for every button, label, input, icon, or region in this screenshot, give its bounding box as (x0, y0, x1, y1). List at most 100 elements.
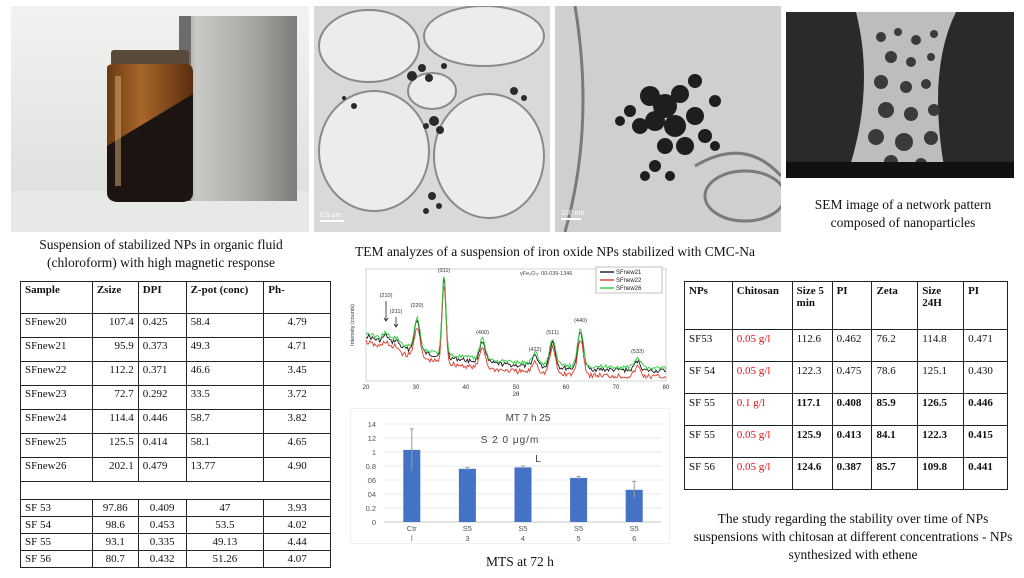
y-tick-label: 12 (368, 434, 376, 443)
tem1-scale-label: 0.5 μm (320, 212, 342, 219)
table-header: Zeta (871, 281, 919, 330)
table-cell: 0.479 (137, 457, 187, 482)
peak-label: (440) (574, 318, 587, 324)
table-cell: 53.5 (185, 516, 265, 534)
table-cell: 125.1 (917, 361, 965, 394)
table-cell: 122.3 (791, 361, 833, 394)
suspension-caption: Suspension of stabilized NPs in organic … (39, 237, 283, 270)
table-cell: 0.425 (137, 313, 187, 338)
mts-bar-chart-svg: 0 0.2 04 06 0.8 1 12 14 MT 7 h 25 S 2 0 μg/m L Ctrl… (349, 407, 671, 545)
x-axis-label: 2θ (513, 392, 520, 397)
table-cell: 78.6 (871, 361, 919, 394)
x-tick-label-2: 4 (521, 534, 525, 543)
mts-bar-chart: 0 0.2 04 06 0.8 1 12 14 MT 7 h 25 S 2 0 μg/m L Ctr l… (349, 407, 671, 545)
table-row: SFnew21 95.9 0.373 49.3 4.71 (20, 337, 331, 362)
x-tick-label: 20 (363, 385, 370, 391)
table-row: SF53 0.05 g/l 112.6 0.462 76.2 114.8 0.471 (684, 329, 1008, 362)
table-header: Z-pot (conc) (185, 281, 265, 314)
table-cell: 3.82 (263, 409, 331, 434)
table-header: NPs (684, 281, 733, 330)
chart-title: MT 7 h 25 (506, 413, 551, 424)
table-cell: 84.1 (871, 425, 919, 458)
table-cell: 4.07 (263, 550, 331, 568)
tem-image-1: 0.5 μm (314, 6, 550, 232)
xrd-chart: Intensity (counts) 20 30 40 50 60 70 80 2θ (210) (… (348, 263, 676, 398)
table-cell: SFnew25 (20, 433, 93, 458)
table-cell: 0.373 (137, 337, 187, 362)
table-cell: 98.6 (91, 516, 139, 534)
x-tick-label: 80 (663, 385, 670, 391)
table-cell: 0.462 (831, 329, 873, 362)
table-row: SF 54 0.05 g/l 122.3 0.475 78.6 125.1 0.430 (684, 361, 1008, 394)
table-cell: 72.7 (91, 385, 139, 410)
table-cell: 3.93 (263, 499, 331, 517)
table-cell: 0.414 (137, 433, 187, 458)
table-header: Size 24H (917, 281, 965, 330)
table-cell: SF 56 (20, 550, 93, 568)
table-cell: 202.1 (91, 457, 139, 482)
reference-label: γFe₂O₃- 00-039-1346 (520, 271, 572, 277)
table-row: SFnew26 202.1 0.479 13.77 4.90 (20, 457, 331, 482)
chitosan-table: NPs Chitosan Size 5 min PI Zeta Size 24H… (684, 281, 1008, 490)
bar (514, 467, 532, 522)
table-cell: 97.86 (91, 499, 139, 517)
x-tick-label-2: l (411, 534, 413, 543)
x-tick-label: S5 (574, 524, 583, 533)
y-tick-label: 14 (368, 420, 376, 429)
table-cell: 13.77 (185, 457, 265, 482)
table-cell: 4.44 (263, 533, 331, 551)
mts-caption: MTS at 72 h (486, 554, 554, 569)
table-cell: SF 56 (684, 457, 733, 490)
peak-arrow-head (393, 323, 399, 328)
table-cell: 49.3 (185, 337, 265, 362)
x-tick-label: Ctr (407, 524, 418, 533)
table-cell: 0.408 (831, 393, 873, 426)
table-cell: 114.8 (917, 329, 965, 362)
peak-label: (220) (411, 303, 424, 309)
y-tick-label: 0 (372, 518, 376, 527)
table-cell: 0.471 (963, 329, 1008, 362)
table-cell: SF 54 (684, 361, 733, 394)
table-header: Size 5 min (791, 281, 833, 330)
y-tick-label: 0.2 (366, 504, 376, 513)
table-cell: 46.6 (185, 361, 265, 386)
table-cell: 33.5 (185, 385, 265, 410)
table-cell: 0.446 (137, 409, 187, 434)
table-row: SF 53 97.86 0.409 47 3.93 (20, 499, 331, 517)
table-cell: 125.9 (791, 425, 833, 458)
table-cell: 3.72 (263, 385, 331, 410)
table-cell: 112.6 (791, 329, 833, 362)
table-row: SF 55 93.1 0.335 49.13 4.44 (20, 533, 331, 551)
table-cell: 58.4 (185, 313, 265, 338)
table-row: SFnew25 125.5 0.414 58.1 4.65 (20, 433, 331, 458)
table-spacer-row (20, 481, 331, 500)
y-axis-label: Intensity (counts) (350, 304, 356, 346)
series-line (365, 276, 667, 371)
table-header-row: NPs Chitosan Size 5 min PI Zeta Size 24H… (684, 281, 1008, 330)
peak-label: (311) (438, 268, 451, 274)
tem-image-2: 100 nm (555, 6, 781, 232)
legend: SFnew21 SFnew22 SFnew26 (595, 266, 663, 294)
x-tick-label: 70 (613, 385, 620, 391)
x-tick-label: 30 (413, 385, 420, 391)
x-tick-label-2: 6 (632, 534, 636, 543)
bar (625, 489, 643, 522)
table-cell: SFnew22 (20, 361, 93, 386)
table-cell: 117.1 (791, 393, 833, 426)
table-cell: SFnew24 (20, 409, 93, 434)
sem-image (786, 12, 1014, 178)
table-cell: 58.7 (185, 409, 265, 434)
bar (570, 477, 588, 522)
table-cell: 122.3 (917, 425, 965, 458)
x-tick-label: S5 (518, 524, 527, 533)
chart-subtitle: S 2 0 μg/m (481, 435, 540, 446)
chart-frame (349, 407, 671, 545)
table-row: SFnew20 107.4 0.425 58.4 4.79 (20, 313, 331, 338)
table-header-row: Sample Zsize DPI Z-pot (conc) Ph- (20, 281, 331, 314)
table-cell: 0.453 (137, 516, 187, 534)
table-cell: 0.415 (963, 425, 1008, 458)
legend-label: SFnew21 (616, 270, 642, 276)
table-header: Sample (20, 281, 93, 314)
table-row: SFnew22 112.2 0.371 46.6 3.45 (20, 361, 331, 386)
table-cell: 80.7 (91, 550, 139, 568)
